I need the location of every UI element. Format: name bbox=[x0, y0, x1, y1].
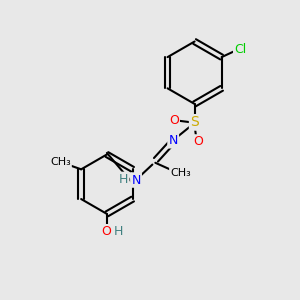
Text: O: O bbox=[169, 114, 179, 128]
Text: O: O bbox=[101, 225, 111, 238]
Text: CH₃: CH₃ bbox=[170, 168, 191, 178]
Text: S: S bbox=[190, 116, 199, 129]
Text: H: H bbox=[119, 173, 128, 186]
Text: H: H bbox=[113, 225, 123, 238]
Text: O: O bbox=[194, 136, 203, 148]
Text: Cl: Cl bbox=[234, 43, 247, 56]
Text: N: N bbox=[169, 134, 178, 147]
Text: CH₃: CH₃ bbox=[50, 158, 71, 167]
Text: N: N bbox=[131, 173, 141, 187]
